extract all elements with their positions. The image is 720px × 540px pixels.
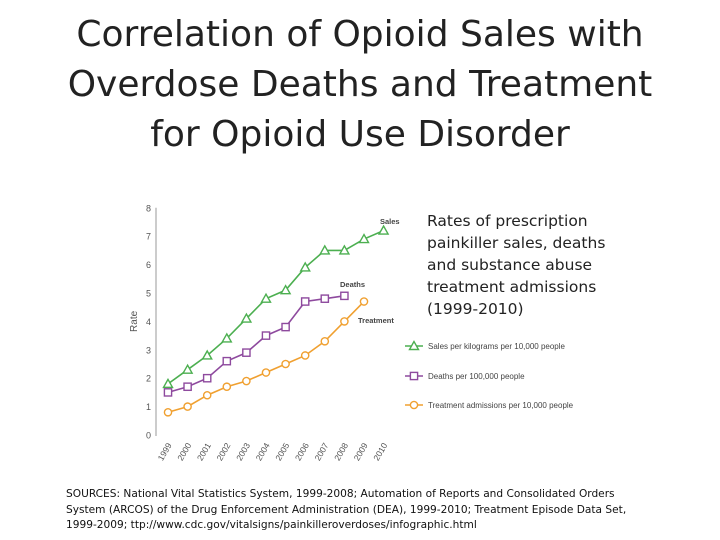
x-tick-label-2008: 2008: [332, 441, 350, 463]
y-tick-label-1: 1: [146, 402, 151, 412]
caption-line-3: and substance abuse: [427, 256, 593, 274]
data-point-treatment-2003: [242, 376, 251, 386]
data-point-deaths-2002: [222, 356, 232, 366]
legend-marker-deaths: [409, 371, 419, 381]
data-point-sales-2004: [260, 292, 272, 303]
data-point-sales-2000: [181, 363, 194, 374]
sources-line-1: SOURCES: National Vital Statistics Syste…: [66, 488, 615, 500]
data-point-deaths-2000: [183, 382, 192, 392]
title-line-1: Correlation of Opioid Sales with: [76, 14, 644, 55]
series-end-label-deaths: Deaths: [340, 280, 365, 289]
y-tick-label-6: 6: [146, 260, 151, 270]
series-line-sales: [167, 229, 384, 385]
data-point-deaths-2001: [202, 373, 212, 383]
sources-line-3: 1999-2009; ttp://www.cdc.gov/vitalsigns/…: [66, 519, 477, 531]
sources-note: SOURCES: National Vital Statistics Syste…: [66, 487, 706, 534]
caption-line-5: (1999-2010): [427, 300, 524, 318]
y-tick-label-5: 5: [146, 289, 151, 299]
x-tick-label-2000: 2000: [175, 441, 193, 463]
y-tick-label-4: 4: [146, 317, 151, 327]
data-point-treatment-2001: [202, 390, 212, 400]
caption-line-1: Rates of prescription: [427, 212, 588, 230]
series-end-label-treatment: Treatment: [358, 316, 394, 325]
data-point-treatment-2009: [359, 297, 369, 306]
x-tick-label-2004: 2004: [254, 441, 272, 463]
legend-label-treatment: Treatment admissions per 10,000 people: [428, 401, 574, 410]
data-point-deaths-2003: [242, 348, 251, 357]
data-point-deaths-2007: [320, 294, 330, 303]
data-point-sales-2005: [279, 284, 292, 295]
x-tick-label-2001: 2001: [195, 441, 213, 463]
data-point-sales-2007: [319, 244, 331, 255]
data-point-sales-2008: [338, 244, 351, 255]
data-point-sales-1999: [162, 377, 174, 389]
data-point-deaths-1999: [163, 388, 173, 397]
data-point-deaths-2005: [281, 322, 290, 332]
legend-label-sales: Sales per kilograms per 10,000 people: [428, 342, 566, 351]
data-point-deaths-2004: [261, 331, 271, 340]
x-tick-label-2006: 2006: [293, 441, 311, 463]
data-point-treatment-2006: [300, 351, 310, 360]
series-line-deaths: [167, 295, 345, 394]
chart-caption: Rates of prescription painkiller sales, …: [427, 210, 657, 320]
data-point-sales-2009: [358, 233, 370, 244]
series-end-label-sales: Sales: [380, 217, 400, 226]
data-point-treatment-2000: [183, 402, 192, 411]
title-line-3: for Opioid Use Disorder: [150, 114, 570, 155]
x-tick-label-2002: 2002: [214, 441, 232, 463]
data-point-treatment-1999: [163, 407, 173, 417]
data-point-sales-2001: [201, 349, 213, 360]
sources-line-2: System (ARCOS) of the Drug Enforcement A…: [66, 503, 627, 516]
y-axis-label: Rate: [129, 310, 140, 332]
legend-label-deaths: Deaths per 100,000 people: [428, 372, 525, 381]
title-line-2: Overdose Deaths and Treatment: [67, 64, 653, 105]
x-tick-label-1999: 1999: [156, 441, 174, 463]
x-tick-label-2009: 2009: [352, 441, 370, 463]
y-tick-label-0: 0: [146, 431, 151, 441]
data-point-deaths-2006: [300, 297, 310, 306]
y-tick-label-3: 3: [146, 345, 151, 355]
slide-title: Correlation of Opioid Sales with Overdos…: [20, 10, 700, 160]
data-point-treatment-2007: [320, 336, 330, 346]
data-point-treatment-2008: [340, 317, 349, 326]
caption-line-2: painkiller sales, deaths: [427, 234, 606, 252]
legend-marker-sales: [408, 340, 420, 351]
data-point-treatment-2004: [261, 368, 271, 377]
series-line-treatment: [167, 300, 365, 414]
data-point-deaths-2008: [340, 291, 349, 301]
legend-marker-treatment: [409, 400, 419, 410]
y-tick-label-8: 8: [146, 203, 151, 213]
data-point-sales-2002: [221, 332, 233, 343]
y-tick-label-7: 7: [146, 232, 151, 242]
x-tick-label-2010: 2010: [371, 441, 389, 463]
caption-line-4: treatment admissions: [427, 278, 597, 296]
x-tick-label-2007: 2007: [312, 441, 330, 463]
data-point-sales-2003: [240, 312, 253, 323]
y-tick-label-2: 2: [146, 374, 151, 384]
data-point-treatment-2005: [281, 359, 290, 369]
data-point-treatment-2002: [222, 382, 232, 392]
data-point-sales-2006: [299, 261, 311, 272]
x-tick-label-2003: 2003: [234, 441, 252, 463]
x-tick-label-2005: 2005: [273, 441, 291, 463]
data-point-sales-2010: [377, 224, 390, 235]
